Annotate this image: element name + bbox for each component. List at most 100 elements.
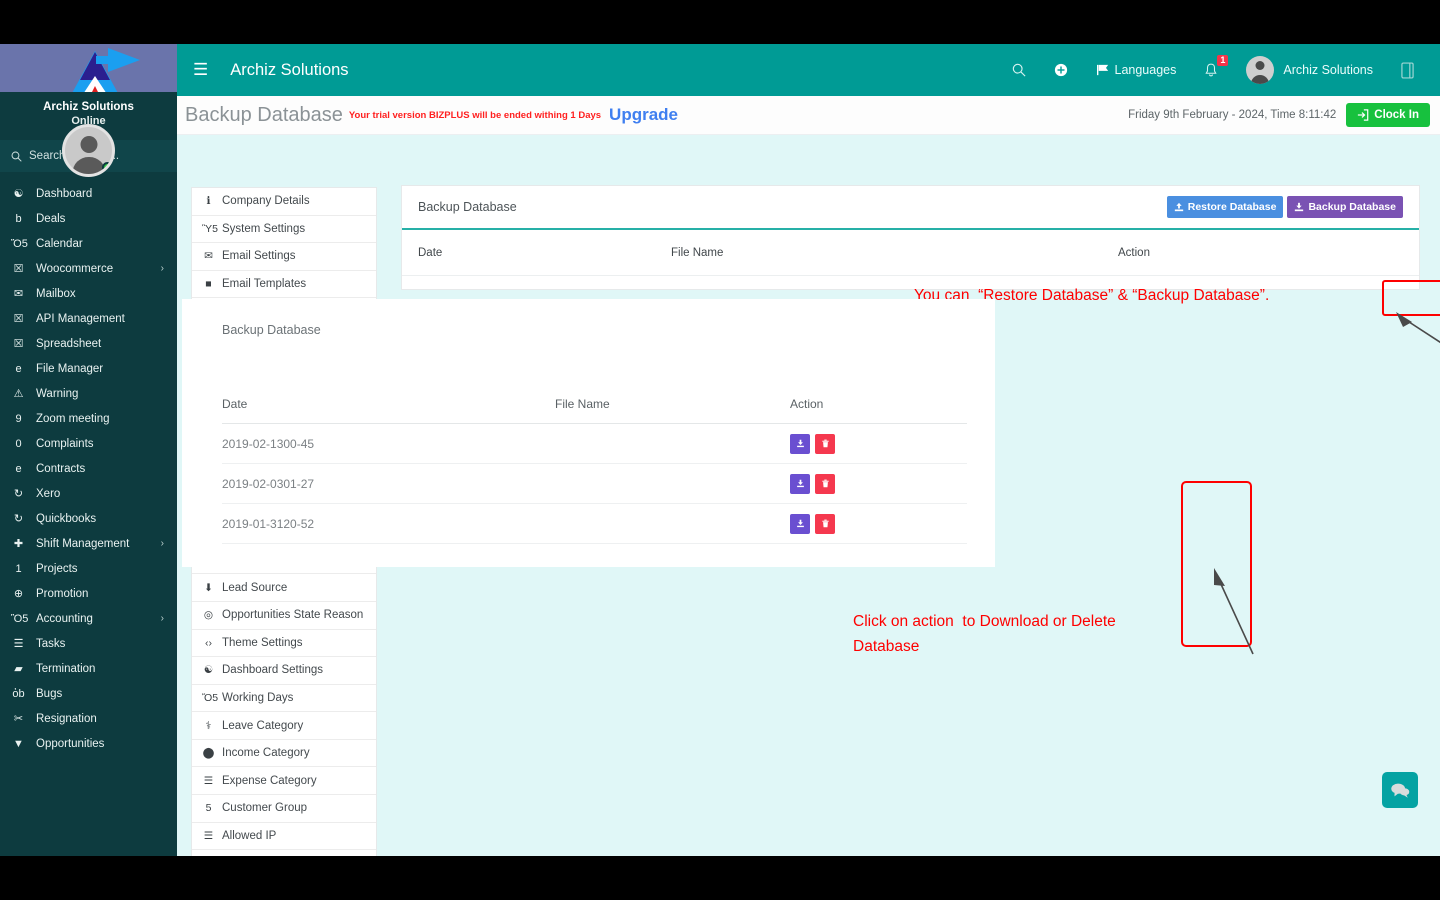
settings-item-company-details[interactable]: ℹ Company Details — [192, 188, 376, 216]
avatar-body — [72, 157, 105, 177]
delete-database-button[interactable] — [815, 474, 835, 494]
sidebar-item-file-manager[interactable]: ὜e File Manager — [0, 356, 177, 381]
settings-item-label: Dashboard Settings — [222, 664, 323, 676]
sidebar-item-label: Termination — [36, 663, 95, 675]
settings-item-leave-category[interactable]: ⚕ Leave Category — [192, 712, 376, 740]
sidebar-item-label: Mailbox — [36, 288, 76, 300]
delete-database-button[interactable] — [815, 514, 835, 534]
backup-database-button[interactable]: Backup Database — [1287, 196, 1403, 218]
sidebar-item-label: Opportunities — [36, 738, 104, 750]
languages-label: Languages — [1115, 63, 1177, 77]
settings-item-system-settings[interactable]: Ὓ5 System Settings — [192, 216, 376, 244]
archiz-logo-icon — [50, 46, 140, 92]
settings-item-lead-source[interactable]: ⬇ Lead Source — [192, 574, 376, 602]
download-database-button[interactable] — [790, 434, 810, 454]
leave-icon: ⚕ — [202, 720, 215, 732]
sidebar-item-termination[interactable]: ▰ Termination — [0, 656, 177, 681]
delete-database-button[interactable] — [815, 434, 835, 454]
sidebar-item-tasks[interactable]: ☰ Tasks — [0, 631, 177, 656]
settings-item-income-category[interactable]: ⬤ Income Category — [192, 740, 376, 768]
warning-icon: ⚠ — [11, 387, 26, 400]
sidebar-toggle-button[interactable] — [1387, 62, 1428, 79]
file-manager-icon: ὜e — [11, 363, 26, 375]
sidebar-item-calendar[interactable]: Ὄ5 Calendar — [0, 231, 177, 256]
settings-item-theme-settings[interactable]: ‹› Theme Settings — [192, 630, 376, 658]
sidebar-item-label: Tasks — [36, 638, 65, 650]
sidebar-item-projects[interactable]: ὜1 Projects — [0, 556, 177, 581]
settings-item-expense-category[interactable]: ☰ Expense Category — [192, 767, 376, 795]
download-database-button[interactable] — [790, 514, 810, 534]
avatar[interactable] — [62, 124, 115, 177]
calendar-icon: Ὄ5 — [11, 238, 26, 250]
sign-out-icon — [1357, 109, 1369, 121]
sidebar-item-accounting[interactable]: Ὃ5 Accounting › — [0, 606, 177, 631]
cell-date: 2019-02-1300-45 — [222, 437, 555, 451]
avatar-head — [1256, 61, 1265, 70]
sidebar-item-label: Deals — [36, 213, 65, 225]
hamburger-menu-icon[interactable]: ☰ — [193, 60, 208, 80]
settings-item-dashboard-settings[interactable]: ☯ Dashboard Settings — [192, 657, 376, 685]
sidebar-item-label: Projects — [36, 563, 78, 575]
card-action-buttons: Restore Database Backup Database — [1167, 196, 1403, 218]
sidebar-item-quickbooks[interactable]: ↻ Quickbooks — [0, 506, 177, 531]
sidebar-item-warning[interactable]: ⚠ Warning — [0, 381, 177, 406]
sidebar-item-label: Dashboard — [36, 188, 92, 200]
sidebar-item-mailbox[interactable]: ✉ Mailbox — [0, 281, 177, 306]
sidebar-item-deals[interactable]: ὜b Deals — [0, 206, 177, 231]
chat-support-button[interactable] — [1382, 772, 1418, 808]
settings-item-working-days[interactable]: Ὄ5 Working Days — [192, 685, 376, 713]
sidebar-item-complaints[interactable]: ὜0 Complaints — [0, 431, 177, 456]
sidebar-item-label: Xero — [36, 488, 60, 500]
settings-item-label: Leave Category — [222, 720, 303, 732]
eraser-icon: ▰ — [11, 662, 26, 675]
sidebar-item-promotion[interactable]: ⊕ Promotion — [0, 581, 177, 606]
settings-item-email-templates[interactable]: ■ Email Templates — [192, 271, 376, 299]
sidebar-item-spreadsheet[interactable]: ☒ Spreadsheet — [0, 331, 177, 356]
money-icon: Ὃ5 — [11, 613, 26, 625]
left-sidebar: Archiz Solutions Delivering Growth Archi… — [0, 44, 177, 856]
trial-notice: Your trial version BIZPLUS will be ended… — [349, 110, 601, 121]
settings-item-customer-group[interactable]: ὆5 Customer Group — [192, 795, 376, 823]
header-search-button[interactable] — [998, 63, 1040, 77]
settings-item-email-settings[interactable]: ✉ Email Settings — [192, 243, 376, 271]
sidebar-item-bugs[interactable]: ὁb Bugs — [0, 681, 177, 706]
envelope-filled-icon: ✉ — [202, 250, 215, 262]
settings-item-label: Email Settings — [222, 250, 296, 262]
circle-icon: ⬤ — [202, 747, 215, 759]
sidebar-item-label: Bugs — [36, 688, 62, 700]
settings-item-custom-field[interactable]: ☆Custom Field — [192, 850, 376, 856]
notifications-button[interactable]: 1 — [1190, 63, 1232, 78]
column-header-file-name: File Name — [671, 247, 1118, 259]
card-header: Backup Database Restore Database — [402, 186, 1419, 230]
sidebar-item-contracts[interactable]: ὜e Contracts — [0, 456, 177, 481]
desktop-icon: Ὓ5 — [202, 223, 215, 235]
languages-button[interactable]: Languages — [1082, 63, 1191, 77]
upgrade-link[interactable]: Upgrade — [609, 105, 678, 125]
sidebar-item-woocommerce[interactable]: ☒ Woocommerce › — [0, 256, 177, 281]
user-menu-button[interactable]: Archiz Solutions — [1232, 56, 1387, 84]
plus-circle-icon: ⊕ — [11, 587, 26, 600]
sidebar-item-xero[interactable]: ↻ Xero — [0, 481, 177, 506]
download-database-button[interactable] — [790, 474, 810, 494]
download-icon — [796, 519, 805, 528]
bug-icon: ὁb — [11, 688, 26, 700]
header-add-button[interactable] — [1040, 63, 1082, 77]
sidebar-nav: ☯ Dashboard ὜b Deals Ὄ5 Calendar ☒ Woocommerce ›… — [0, 181, 177, 756]
clock-in-button[interactable]: Clock In — [1346, 103, 1430, 127]
sidebar-item-shift-management[interactable]: ✚ Shift Management › — [0, 531, 177, 556]
settings-item-allowed-ip[interactable]: ☰ Allowed IP — [192, 823, 376, 851]
sidebar-item-api-management[interactable]: ☒ API Management — [0, 306, 177, 331]
backup-database-card: Backup Database Restore Database — [401, 185, 1420, 290]
sidebar-item-opportunities[interactable]: ▼ Opportunities — [0, 731, 177, 756]
restore-database-button[interactable]: Restore Database — [1167, 196, 1284, 218]
sidebar-item-zoom-meeting[interactable]: ὏9 Zoom meeting — [0, 406, 177, 431]
sidebar-item-label: Warning — [36, 388, 78, 400]
code-icon: ‹› — [202, 637, 215, 649]
folder-icon: ὜1 — [11, 563, 26, 575]
download-icon — [796, 479, 805, 488]
sidebar-item-dashboard[interactable]: ☯ Dashboard — [0, 181, 177, 206]
settings-item-opportunities-state-reason[interactable]: ◎ Opportunities State Reason — [192, 602, 376, 630]
cell-action — [790, 514, 967, 534]
bell-icon — [1204, 63, 1218, 78]
sidebar-item-resignation[interactable]: ✂ Resignation — [0, 706, 177, 731]
